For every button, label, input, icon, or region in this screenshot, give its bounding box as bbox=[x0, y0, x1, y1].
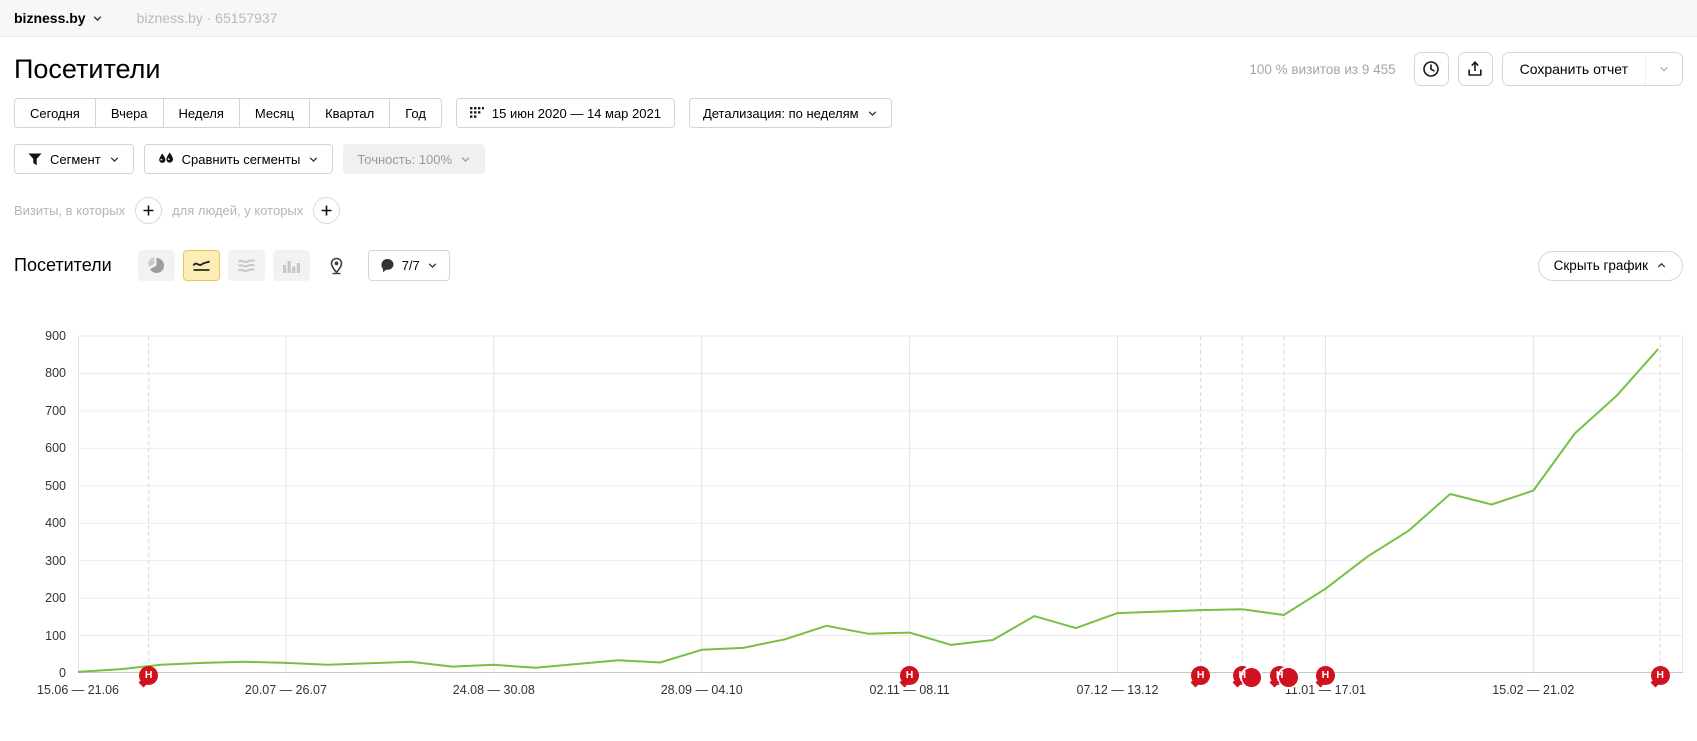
save-report-label[interactable]: Сохранить отчет bbox=[1519, 61, 1628, 77]
y-axis-label: 800 bbox=[45, 366, 66, 381]
chevron-down-icon bbox=[110, 156, 118, 162]
x-axis-label: 15.06 — 21.06 bbox=[36, 683, 120, 697]
add-people-condition-button[interactable] bbox=[313, 197, 341, 224]
y-axis-label: 500 bbox=[45, 478, 66, 493]
stacked-area-icon bbox=[237, 259, 255, 273]
detalization-text: Детализация: по неделям bbox=[702, 105, 859, 121]
date-range-button[interactable]: 15 июн 2020 — 14 мар 2021 bbox=[455, 98, 675, 128]
map-view-button[interactable] bbox=[318, 250, 355, 281]
x-axis-label: 20.07 — 26.07 bbox=[244, 683, 327, 697]
chart-title: Посетители bbox=[14, 255, 112, 275]
segment-row: Сегмент Сравнить сегменты Точность: 100% bbox=[14, 144, 1683, 174]
accuracy-button[interactable]: Точность: 100% bbox=[343, 144, 486, 174]
chevron-down-icon bbox=[310, 156, 318, 162]
hide-chart-label: Скрыть график bbox=[1553, 258, 1648, 273]
period-tab[interactable]: Неделя bbox=[162, 98, 240, 128]
chart-type-area-button[interactable] bbox=[227, 250, 265, 281]
note-marker[interactable]: Н bbox=[139, 666, 159, 685]
note-marker[interactable]: Н bbox=[900, 666, 920, 685]
date-range-text: 15 июн 2020 — 14 мар 2021 bbox=[491, 105, 661, 121]
y-axis-label: 900 bbox=[45, 329, 66, 343]
chart-header: Посетители 7/7 Скрыть график bbox=[14, 250, 1683, 281]
chevron-down-icon bbox=[1660, 66, 1668, 72]
compare-segments-label: Сравнить сегменты bbox=[181, 151, 301, 167]
y-axis-label: 600 bbox=[45, 441, 66, 456]
hide-chart-button[interactable]: Скрыть график bbox=[1537, 250, 1683, 281]
calendar-grid-icon bbox=[469, 106, 484, 118]
clock-icon bbox=[1423, 61, 1439, 77]
counter-selector[interactable]: bizness.by bbox=[14, 10, 103, 26]
line-chart-icon bbox=[192, 260, 210, 271]
plus-icon bbox=[143, 205, 154, 216]
chevron-down-icon bbox=[868, 110, 876, 116]
period-row: Сегодня Вчера Неделя Месяц Квартал Год 15 июн… bbox=[14, 98, 1683, 128]
history-button[interactable] bbox=[1413, 52, 1449, 86]
segment-button[interactable]: Сегмент bbox=[14, 144, 134, 174]
bar-chart-icon bbox=[283, 260, 301, 273]
accuracy-label: Точность: 100% bbox=[357, 151, 453, 167]
y-axis-label: 700 bbox=[45, 403, 66, 418]
notes-count: 7/7 bbox=[401, 258, 420, 273]
y-axis-label: 0 bbox=[59, 666, 66, 680]
period-tab[interactable]: Сегодня bbox=[14, 98, 96, 128]
chart-canvas bbox=[77, 335, 1683, 673]
x-axis-label: 24.08 — 30.08 bbox=[452, 683, 535, 697]
x-axis-label: 28.09 — 04.10 bbox=[660, 683, 743, 697]
people-condition-label: для людей, у которых bbox=[172, 203, 304, 218]
report-header: Посетители 100 % визитов из 9 455 Сохран… bbox=[14, 52, 1683, 86]
y-axis-label: 100 bbox=[45, 628, 66, 643]
chart-type-line-button[interactable] bbox=[182, 250, 220, 281]
water-drops-icon bbox=[158, 152, 173, 163]
compare-segments-button[interactable]: Сравнить сегменты bbox=[143, 144, 334, 174]
add-visit-condition-button[interactable] bbox=[135, 197, 163, 224]
save-report-button[interactable]: Сохранить отчет bbox=[1501, 52, 1683, 86]
period-tab[interactable]: Месяц bbox=[238, 98, 311, 128]
segment-label: Сегмент bbox=[50, 151, 101, 167]
note-marker[interactable]: Н bbox=[1650, 666, 1670, 685]
chart-type-pie-button[interactable] bbox=[137, 250, 175, 281]
page-title: Посетители bbox=[14, 53, 161, 84]
speech-bubble-icon bbox=[381, 259, 394, 273]
visits-condition-label: Визиты, в которых bbox=[14, 203, 126, 218]
save-report-menu-button[interactable] bbox=[1645, 53, 1682, 85]
note-marker[interactable]: Н bbox=[1315, 666, 1335, 685]
chevron-down-icon bbox=[93, 15, 101, 21]
export-button[interactable] bbox=[1457, 52, 1493, 86]
x-axis-label: 02.11 — 08.11 bbox=[869, 683, 950, 697]
x-axis-label: 15.02 — 21.02 bbox=[1492, 683, 1575, 697]
note-marker[interactable]: Н bbox=[1191, 666, 1211, 685]
note-marker[interactable]: Н bbox=[1232, 666, 1263, 689]
chevron-up-icon bbox=[1657, 262, 1666, 268]
chart-line bbox=[77, 348, 1659, 673]
y-axis-label: 400 bbox=[45, 516, 66, 531]
detalization-button[interactable]: Детализация: по неделям bbox=[688, 98, 892, 128]
counter-info-text: bizness.by · 65157937 bbox=[136, 10, 278, 26]
funnel-icon bbox=[28, 153, 42, 165]
period-tab[interactable]: Год bbox=[389, 98, 442, 128]
period-tab[interactable]: Вчера bbox=[94, 98, 164, 128]
map-pin-icon bbox=[330, 257, 342, 274]
plus-icon bbox=[321, 205, 332, 216]
x-axis-label: 11.01 — 17.01 bbox=[1284, 683, 1366, 697]
sample-info-text: 100 % визитов из 9 455 bbox=[1249, 61, 1396, 77]
chart-type-columns-button[interactable] bbox=[272, 250, 310, 281]
chevron-down-icon bbox=[428, 263, 437, 269]
chevron-down-icon bbox=[461, 156, 470, 162]
counter-name: bizness.by bbox=[14, 10, 86, 26]
upload-icon bbox=[1468, 61, 1482, 76]
note-marker[interactable]: Н bbox=[1270, 666, 1301, 689]
chart-plot[interactable]: 0 100 200 300 400 500 600 700 800 900 15.06 — 21.0… bbox=[37, 329, 1683, 697]
y-axis-label: 300 bbox=[45, 553, 66, 568]
conditions-row: Визиты, в которых для людей, у которых bbox=[14, 197, 1683, 224]
notes-button[interactable]: 7/7 bbox=[367, 250, 450, 281]
header-actions: 100 % визитов из 9 455 Сохранить отчет bbox=[1249, 52, 1683, 86]
topbar: bizness.by bizness.by · 65157937 bbox=[0, 0, 1697, 37]
pie-chart-icon bbox=[147, 257, 164, 273]
y-axis-label: 200 bbox=[45, 591, 66, 606]
period-tabs: Сегодня Вчера Неделя Месяц Квартал Год bbox=[14, 98, 442, 128]
x-axis-label: 07.12 — 13.12 bbox=[1076, 683, 1159, 697]
period-tab[interactable]: Квартал bbox=[309, 98, 391, 128]
